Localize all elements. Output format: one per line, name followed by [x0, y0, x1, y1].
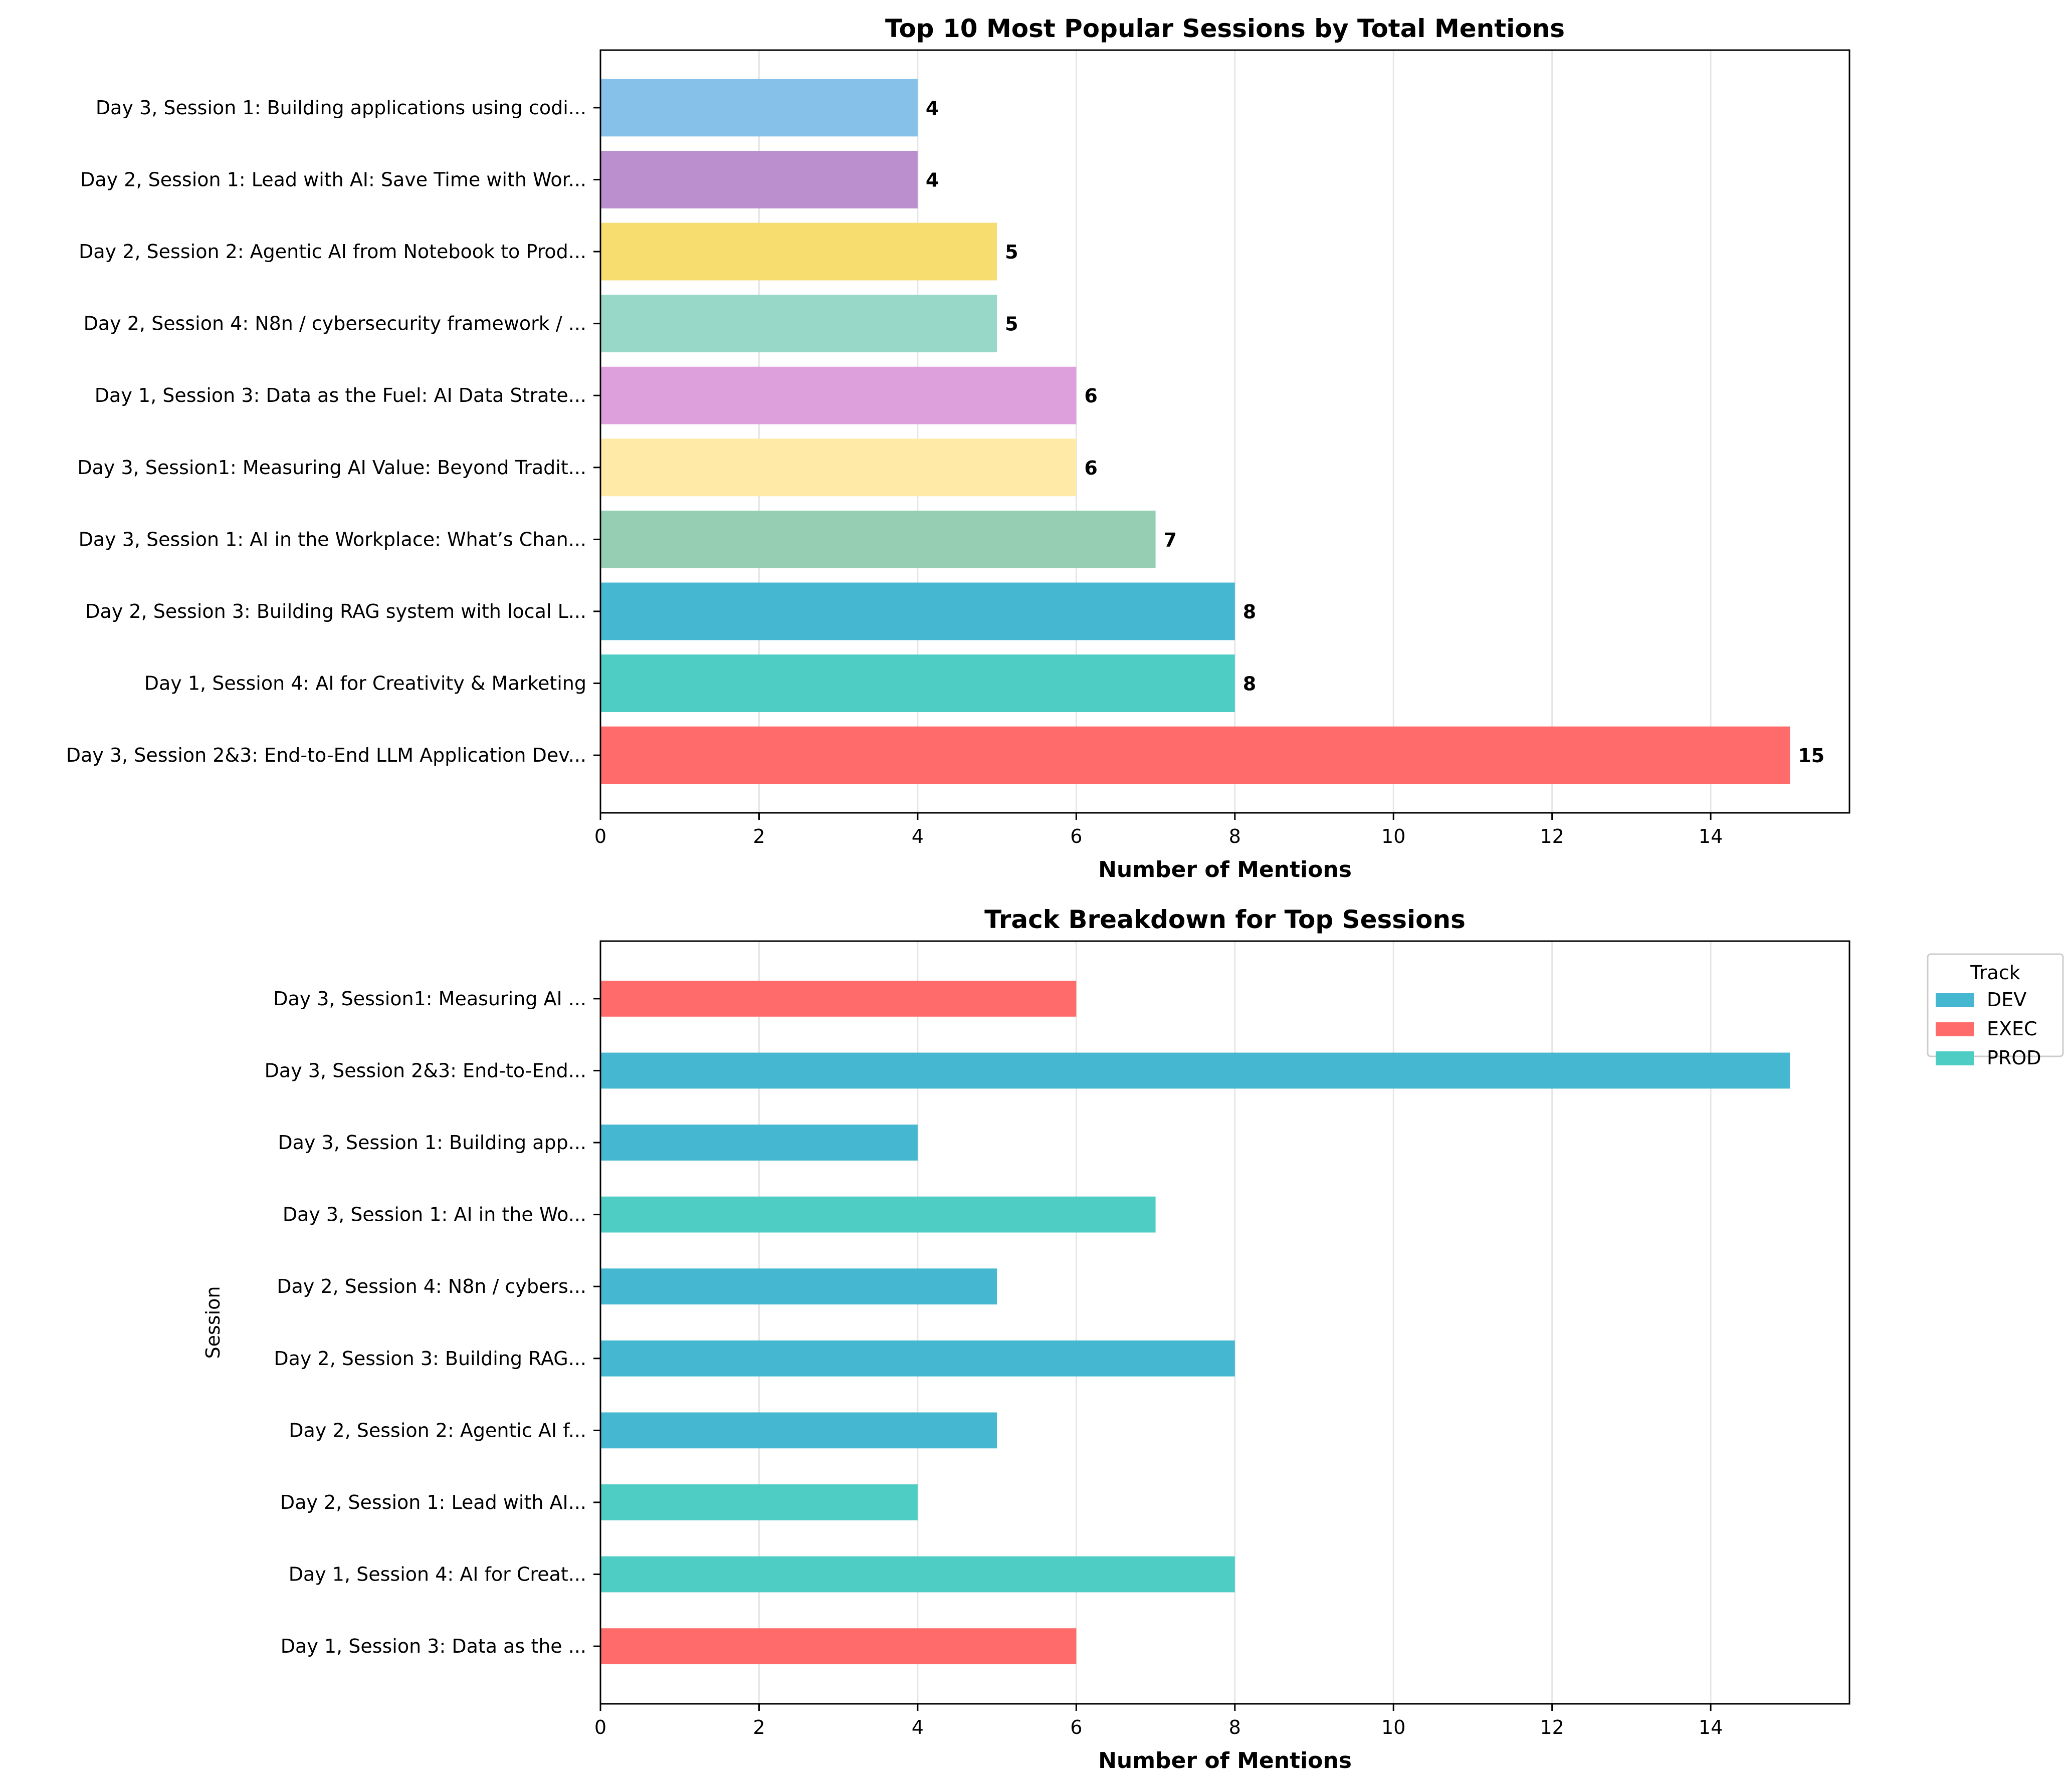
y-tick-label: Day 3, Session 1: Building applications … — [96, 97, 586, 119]
y-tick-label: Day 1, Session 3: Data as the Fuel: AI D… — [95, 384, 586, 406]
x-tick-label: 0 — [594, 1716, 606, 1738]
axes-frame — [599, 49, 1850, 814]
y-tick-label: Day 2, Session 2: Agentic AI from Notebo… — [79, 241, 586, 263]
x-tick-label: 14 — [1699, 825, 1723, 847]
y-tick-label: Day 2, Session 3: Building RAG... — [274, 1348, 586, 1370]
bar — [600, 438, 1077, 497]
chart-title: Top 10 Most Popular Sessions by Total Me… — [885, 14, 1565, 43]
bar — [600, 654, 1235, 712]
y-tick-label: Day 3, Session 2&3: End-to-End LLM Appli… — [66, 744, 586, 766]
data-label: 4 — [926, 97, 939, 119]
y-tick-label: Day 3, Session 1: AI in the Workplace: W… — [79, 528, 586, 550]
axes-frame — [599, 940, 1850, 1705]
x-tick-label: 2 — [753, 825, 765, 847]
data-label: 5 — [1005, 313, 1018, 335]
y-tick-label: Day 3, Session 1: AI in the Wo... — [283, 1204, 586, 1226]
x-tick-label: 12 — [1540, 1716, 1564, 1738]
bar-dev — [600, 1340, 1235, 1377]
bar — [600, 726, 1790, 784]
x-tick-label: 6 — [1070, 825, 1082, 847]
bar-prod — [600, 1196, 1156, 1233]
bar-dev — [600, 1268, 997, 1305]
y-axis-label: Session — [202, 1286, 224, 1359]
x-axis-label: Number of Mentions — [1098, 857, 1352, 882]
y-tick-label: Day 3, Session 2&3: End-to-End... — [265, 1059, 586, 1081]
data-label: 8 — [1243, 673, 1256, 695]
y-tick-label: Day 2, Session 3: Building RAG system wi… — [85, 600, 586, 622]
legend-swatch-exec — [1936, 1022, 1974, 1036]
legend-title: Track — [1970, 962, 2020, 984]
y-tick-label: Day 2, Session 4: N8n / cybersecurity fr… — [84, 313, 586, 335]
bar-dev — [600, 1412, 997, 1449]
data-label: 4 — [926, 169, 939, 191]
legend-label-dev: DEV — [1987, 989, 2026, 1011]
x-tick-label: 10 — [1381, 825, 1405, 847]
x-tick-label: 8 — [1229, 825, 1241, 847]
legend-swatch-dev — [1936, 993, 1974, 1007]
legend: Track DEV EXEC PROD — [1927, 953, 2064, 1069]
legend-label-prod: PROD — [1987, 1047, 2041, 1069]
y-tick-label: Day 1, Session 4: AI for Creat... — [289, 1563, 586, 1586]
data-label: 6 — [1084, 385, 1097, 407]
y-tick-label: Day 2, Session 2: Agentic AI f... — [289, 1419, 586, 1441]
bar-exec — [600, 1628, 1077, 1665]
x-tick-label: 14 — [1699, 1716, 1723, 1738]
bar-exec — [600, 980, 1077, 1017]
y-tick-label: Day 2, Session 1: Lead with AI... — [280, 1491, 586, 1513]
y-tick-label: Day 2, Session 4: N8n / cybers... — [277, 1275, 586, 1297]
y-tick-label: Day 2, Session 1: Lead with AI: Save Tim… — [80, 168, 586, 190]
bar — [600, 222, 997, 281]
legend-swatch-prod — [1936, 1051, 1974, 1065]
y-tick-label: Day 3, Session1: Measuring AI ... — [273, 988, 586, 1010]
x-tick-label: 6 — [1070, 1716, 1082, 1738]
bar-prod — [600, 1484, 918, 1520]
x-tick-label: 10 — [1381, 1716, 1405, 1738]
data-label: 8 — [1243, 601, 1256, 623]
x-axis-label: Number of Mentions — [1098, 1748, 1352, 1773]
y-tick-label: Day 3, Session1: Measuring AI Value: Bey… — [77, 457, 586, 479]
bar-prod — [600, 1556, 1235, 1593]
bar-dev — [600, 1125, 918, 1161]
data-label: 15 — [1798, 745, 1824, 767]
x-tick-label: 8 — [1229, 1716, 1241, 1738]
x-tick-label: 0 — [594, 825, 606, 847]
data-label: 6 — [1084, 457, 1097, 479]
bar — [600, 295, 997, 353]
x-tick-label: 2 — [753, 1716, 765, 1738]
chart-panel-1: 15 8 8 7 6 6 5 5 4 4 0 2 4 6 8 10 12 14 Day 3, Session 2&3… — [66, 14, 1850, 882]
x-tick-label: 4 — [912, 825, 924, 847]
x-tick-label: 4 — [912, 1716, 924, 1738]
bar — [600, 582, 1235, 640]
bar — [600, 151, 918, 208]
data-label: 5 — [1005, 241, 1018, 263]
chart-title: Track Breakdown for Top Sessions — [984, 905, 1466, 934]
data-label: 7 — [1164, 529, 1177, 551]
y-tick-label: Day 1, Session 4: AI for Creativity & Ma… — [144, 673, 586, 695]
bar — [600, 510, 1156, 568]
bar — [600, 366, 1077, 424]
y-tick-label: Day 1, Session 3: Data as the ... — [281, 1635, 586, 1657]
chart-panel-2: 0 2 4 6 8 10 12 14 Day 1, Session 3: Data as the… — [202, 905, 2064, 1773]
x-tick-label: 12 — [1540, 825, 1564, 847]
legend-label-exec: EXEC — [1987, 1018, 2037, 1040]
y-tick-label: Day 3, Session 1: Building app... — [278, 1132, 586, 1154]
bar-dev — [600, 1052, 1790, 1089]
bar — [600, 79, 918, 137]
